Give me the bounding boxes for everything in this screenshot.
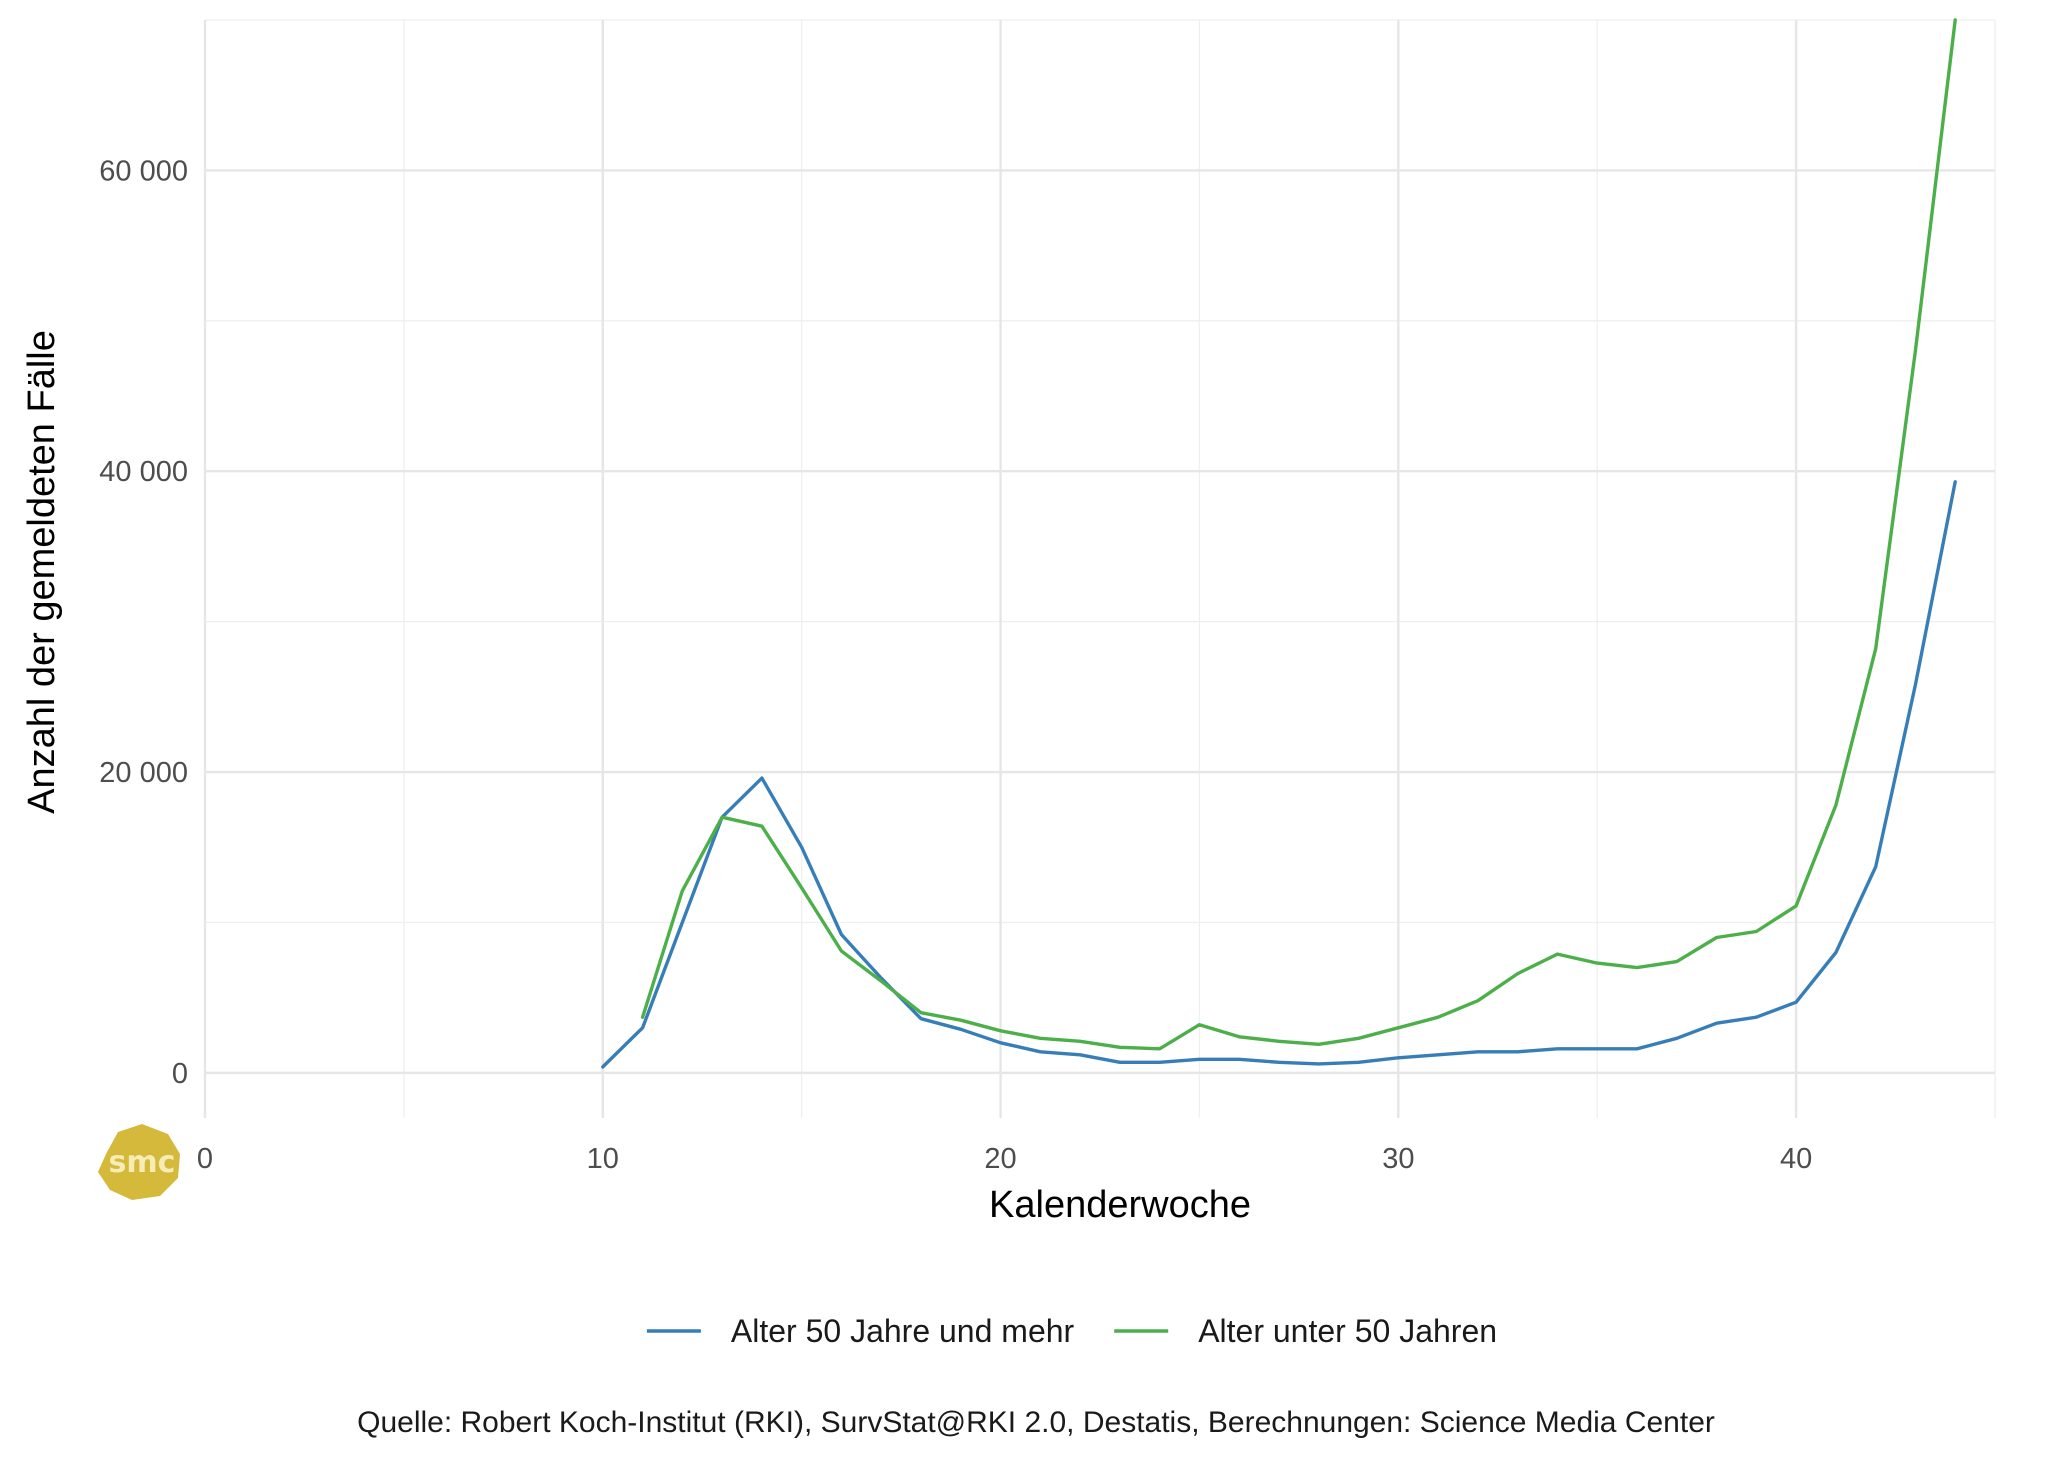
smc-logo-text: smc bbox=[109, 1145, 176, 1180]
series-line-2 bbox=[640, 18, 1957, 1051]
legend-item-1: Alter 50 Jahre und mehr bbox=[646, 1313, 1075, 1349]
minor-gridlines-y bbox=[205, 19, 1995, 924]
x-tick-label: 30 bbox=[1382, 1143, 1414, 1175]
series-lines bbox=[601, 18, 1957, 1069]
legend-label-1: Alter 50 Jahre und mehr bbox=[731, 1313, 1075, 1349]
x-tick-label: 0 bbox=[197, 1143, 213, 1175]
x-tick-label: 10 bbox=[587, 1143, 619, 1175]
source-caption: Quelle: Robert Koch-Institut (RKI), Surv… bbox=[357, 1406, 1715, 1439]
y-tick-label: 20 000 bbox=[99, 757, 188, 789]
y-axis-tick-labels: 0 20 000 40 000 60 000 bbox=[99, 155, 188, 1089]
smc-logo: smc bbox=[98, 1124, 180, 1200]
x-tick-label: 20 bbox=[984, 1143, 1016, 1175]
x-axis-tick-labels: 0 10 20 30 40 bbox=[197, 1143, 1812, 1175]
minor-gridlines-x bbox=[403, 20, 1996, 1118]
legend: Alter 50 Jahre und mehr Alter unter 50 Ja… bbox=[646, 1313, 1497, 1349]
legend-label-2: Alter unter 50 Jahren bbox=[1198, 1313, 1497, 1349]
y-tick-label: 60 000 bbox=[99, 155, 188, 187]
series-line-1 bbox=[601, 480, 1957, 1069]
smc-logo-badge bbox=[98, 1124, 180, 1200]
major-gridlines-x bbox=[203, 20, 1798, 1118]
legend-item-2: Alter unter 50 Jahren bbox=[1114, 1313, 1497, 1349]
y-tick-label: 0 bbox=[172, 1058, 188, 1090]
major-gridlines-y bbox=[205, 169, 1995, 1075]
y-tick-label: 40 000 bbox=[99, 456, 188, 488]
x-tick-label: 40 bbox=[1780, 1143, 1812, 1175]
y-axis-title: Anzahl der gemeldeten Fälle bbox=[21, 330, 63, 814]
x-axis-title: Kalenderwoche bbox=[989, 1184, 1251, 1226]
